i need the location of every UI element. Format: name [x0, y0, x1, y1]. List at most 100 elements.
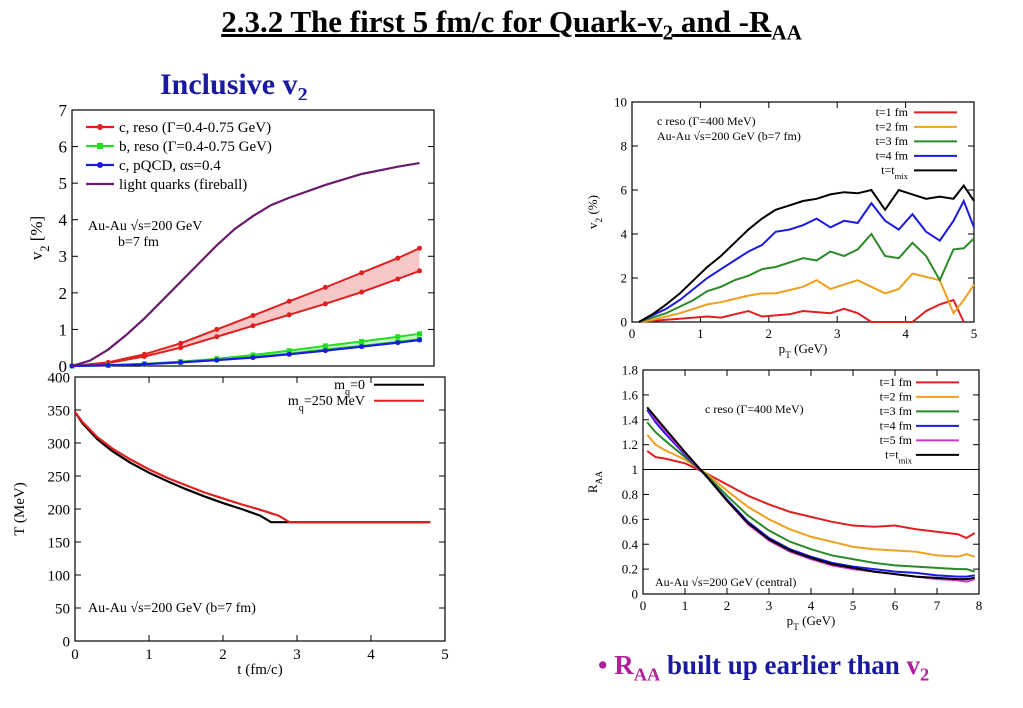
y-axis-label: v2 [%]: [30, 216, 52, 260]
legend-marker: [97, 162, 103, 168]
y-tick-label: 0: [59, 357, 68, 372]
data-point: [250, 313, 256, 319]
x-axis-label: pT (GeV): [779, 341, 828, 361]
legend-label: mq=0: [334, 378, 365, 398]
y-tick-label: 3: [59, 247, 68, 266]
data-point: [395, 255, 401, 261]
y-tick-label: 1.2: [622, 437, 638, 452]
legend-label: t=4 fm: [880, 419, 913, 433]
legend-label: t=1 fm: [880, 375, 913, 389]
y-tick-label: 0.6: [622, 512, 639, 527]
plot-frame: [631, 101, 975, 323]
chart-annotation: b=7 fm: [118, 235, 159, 250]
y-tick-label: 4: [621, 227, 628, 242]
legend-label: t=4 fm: [876, 149, 909, 163]
section-heading: Inclusive v2: [160, 68, 308, 107]
y-tick-label: 100: [48, 568, 71, 584]
data-point: [286, 298, 292, 304]
v2-time-panel: 0 2 4 6 8 10 0 1 2 3 4 5 pT (GeV) v2 (%) t=1 fm t=2 fm t…: [585, 95, 980, 363]
plot-frame: [71, 109, 435, 367]
y-tick-label: 0: [621, 315, 628, 330]
data-point: [359, 338, 365, 344]
x-tick-label: 3: [834, 326, 841, 341]
chart-annotation: Au-Au √s=200 GeV (b=7 fm): [88, 601, 256, 616]
legend-marker: [97, 143, 103, 149]
legend-label: mq=250 MeV: [288, 394, 365, 414]
series-line: [71, 247, 420, 367]
y-tick-label: 0.2: [622, 562, 638, 577]
y-tick-label: 8: [621, 139, 628, 154]
raa-time-panel: 0 0.2 0.4 0.6 0.8 1 1.2 1.4 1.6 1.8 0 1 2 3 4 5 6 7 8 pT (G…: [585, 363, 985, 641]
series-line: [638, 198, 975, 323]
y-tick-label: 1.4: [622, 412, 639, 427]
chart-annotation: Au-Au √s=200 GeV (central): [655, 575, 796, 589]
temperature-panel: 0 50 100 150 200 250 300 350 400 0 1 2 3 4 5 t (fm/c) T …: [12, 372, 450, 688]
data-point: [395, 340, 401, 346]
series-line: [646, 421, 976, 573]
y-tick-label: 350: [48, 403, 71, 419]
data-point: [286, 348, 292, 354]
slide-title: 2.3.2 The first 5 fm/c for Quark-v2 and …: [221, 4, 802, 45]
y-tick-label: 5: [59, 174, 68, 193]
y-axis-label: T (MeV): [12, 482, 28, 535]
data-point: [178, 340, 184, 346]
legend-label: b, reso (Γ=0.4-0.75 GeV): [119, 139, 272, 155]
y-tick-label: 1: [632, 462, 639, 477]
y-tick-label: 6: [59, 138, 68, 157]
y-tick-label: 0: [63, 634, 71, 650]
y-tick-label: 1: [59, 320, 68, 339]
data-point: [359, 344, 365, 350]
x-axis-label: t (fm/c): [237, 662, 282, 678]
y-tick-label: 50: [55, 601, 70, 617]
plot-frame: [642, 369, 980, 595]
x-tick-label: 4: [367, 647, 375, 663]
raa-time-chart: 0 0.2 0.4 0.6 0.8 1 1.2 1.4 1.6 1.8 0 1 2 3 4 5 6 7 8 pT (G…: [585, 363, 982, 633]
series-line: [74, 411, 431, 524]
y-tick-label: 6: [621, 183, 628, 198]
x-tick-label: 5: [971, 326, 978, 341]
series-line: [638, 183, 975, 323]
data-point: [395, 334, 401, 340]
data-point: [214, 334, 220, 340]
data-point: [286, 351, 292, 357]
chart-annotation: Au-Au √s=200 GeV (b=7 fm): [657, 129, 801, 143]
y-tick-label: 2: [59, 284, 68, 303]
data-point: [286, 312, 292, 318]
legend-label: t=tmix: [881, 163, 909, 181]
data-point: [322, 301, 328, 307]
data-point: [359, 289, 365, 295]
legend-label: t=1 fm: [876, 105, 909, 119]
legend-label: t=5 fm: [880, 433, 913, 447]
y-tick-label: 0.4: [622, 537, 639, 552]
chart-annotation: c reso (Γ=400 MeV): [657, 114, 756, 128]
data-point: [141, 361, 147, 367]
y-tick-label: 1.6: [622, 387, 639, 402]
series-line: [74, 411, 431, 524]
y-tick-label: 0.8: [622, 487, 638, 502]
data-point: [417, 337, 423, 343]
data-point: [250, 323, 256, 329]
data-point: [322, 284, 328, 290]
y-tick-label: 250: [48, 469, 71, 485]
x-tick-label: 0: [629, 326, 636, 341]
chart-annotation: c reso (Γ=400 MeV): [705, 402, 804, 416]
x-tick-label: 4: [902, 326, 909, 341]
y-tick-label: 1.8: [622, 363, 638, 378]
y-tick-label: 300: [48, 436, 71, 452]
v2-inclusive-panel: 0 1 2 3 4 5 6 7 v2 [%] c, reso (Γ=0.4-0.75 GeV) b,…: [30, 100, 450, 372]
y-tick-label: 150: [48, 535, 71, 551]
x-tick-label: 5: [441, 647, 449, 663]
data-point: [395, 276, 401, 282]
y-tick-label: 2: [621, 271, 628, 286]
data-point: [105, 362, 111, 368]
series-line: [638, 272, 975, 323]
data-point: [417, 268, 423, 274]
data-point: [359, 270, 365, 276]
data-point: [322, 348, 328, 354]
x-tick-label: 1: [145, 647, 153, 663]
series-line: [646, 409, 975, 578]
x-tick-label: 2: [766, 326, 773, 341]
x-tick-label: 7: [934, 598, 941, 613]
y-axis-label-group: v2 (%): [585, 195, 605, 229]
summary-bullet: • RAA built up earlier than v2: [598, 650, 930, 685]
